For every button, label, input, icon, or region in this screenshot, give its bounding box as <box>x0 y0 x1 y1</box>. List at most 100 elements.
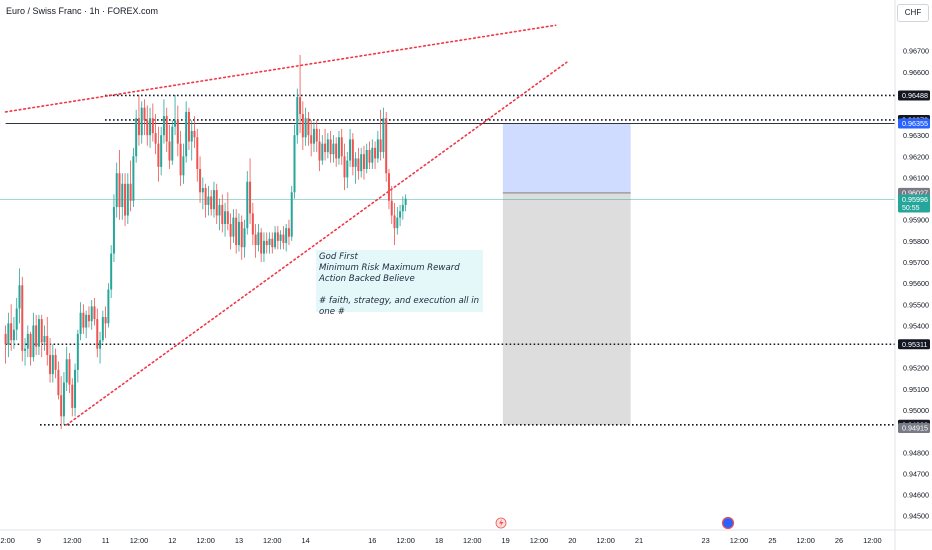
candle-body <box>162 116 165 136</box>
candle-body <box>135 118 138 157</box>
candle-body <box>360 154 363 172</box>
economic-event-icon <box>721 516 735 530</box>
note-line: Action Backed Believe <box>319 274 415 284</box>
text-note[interactable]: God First Minimum Risk Maximum Reward Ac… <box>316 250 483 317</box>
candle-body <box>235 217 238 246</box>
candle-body <box>371 147 374 163</box>
event-icons <box>495 516 735 530</box>
candle-body <box>265 240 268 246</box>
candle-body <box>385 118 388 174</box>
candle-body <box>140 107 143 136</box>
target-zone <box>502 123 631 193</box>
trendline <box>4 24 557 113</box>
candle-body <box>240 221 243 248</box>
candle-body <box>132 156 135 201</box>
candle-body <box>10 323 13 341</box>
trendlines[interactable] <box>4 24 568 426</box>
time-axis[interactable]: 12:00 9 12:00 11 12:00 12 12:00 13 12:00 14 16 12:0… <box>0 536 882 545</box>
candle-body <box>349 139 352 161</box>
position-zones[interactable] <box>0 123 895 425</box>
time-tick-label: 18 <box>435 536 443 545</box>
candle-body <box>99 340 102 349</box>
price-tick-label: 0.96300 <box>903 131 929 140</box>
candle-body <box>149 118 152 136</box>
candle-body <box>143 107 146 121</box>
lightning-icon <box>499 519 504 527</box>
time-tick-label: 26 <box>835 536 843 545</box>
candle-body <box>85 314 88 328</box>
candle-body <box>57 369 60 396</box>
price-axis[interactable]: 0.96700 0.96600 0.96300 0.96200 0.96100 0.959… <box>903 47 929 521</box>
candle-body <box>290 192 293 237</box>
symbol-title: Euro / Swiss Franc · 1h · FOREX.com <box>6 6 159 16</box>
price-label: 0.96355 <box>902 119 928 128</box>
candle-body <box>276 232 279 241</box>
candle-body <box>310 135 313 144</box>
price-tick-label: 0.95500 <box>903 300 929 309</box>
candle-body <box>26 333 29 349</box>
time-tick-label: 12:00 <box>596 536 615 545</box>
time-tick-label: 12:00 <box>863 536 882 545</box>
candle-body <box>107 289 110 324</box>
candle-body <box>160 135 163 167</box>
candle-body <box>390 200 393 216</box>
price-label-box <box>898 90 930 101</box>
candle-body <box>196 137 199 170</box>
price-tick-label: 0.96600 <box>903 68 929 77</box>
candle-body <box>35 325 38 347</box>
candle-body <box>335 143 338 159</box>
price-tick-label: 0.96700 <box>903 47 929 56</box>
candle-body <box>212 190 215 210</box>
time-tick-label: 12:00 <box>0 536 15 545</box>
candle-body <box>404 198 407 205</box>
candle-body <box>343 156 346 178</box>
candle-body <box>304 118 307 138</box>
candle-body <box>137 118 140 136</box>
candle-body <box>68 359 71 385</box>
price-tick-label: 0.94600 <box>903 491 929 500</box>
candle-body <box>87 314 90 322</box>
candle-body <box>299 97 302 115</box>
price-tick-label: 0.94800 <box>903 448 929 457</box>
time-tick-label: 23 <box>702 536 710 545</box>
candle-body <box>315 128 318 142</box>
candle-body <box>396 217 399 229</box>
candle-body <box>376 139 379 159</box>
time-tick-label: 12:00 <box>796 536 815 545</box>
candle-body <box>368 149 371 163</box>
candle-body <box>254 234 257 246</box>
candle-body <box>357 158 360 172</box>
candle-body <box>112 207 115 254</box>
candle-body <box>96 319 99 349</box>
price-tick-label: 0.95900 <box>903 216 929 225</box>
candle-body <box>321 143 324 161</box>
candle-body <box>171 126 174 161</box>
candle-body <box>354 158 357 167</box>
candle-body <box>204 188 207 205</box>
candle-body <box>118 173 121 208</box>
candle-body <box>115 173 118 208</box>
candle-body <box>260 232 263 254</box>
candle-body <box>29 333 32 358</box>
candle-body <box>110 253 113 290</box>
candle-body <box>201 188 204 193</box>
candle-body <box>82 312 85 328</box>
candle-body <box>218 204 221 216</box>
time-tick-label: 12:00 <box>463 536 482 545</box>
currency-button[interactable]: CHF <box>897 4 929 22</box>
candle-body <box>51 355 54 375</box>
price-axis-labels: 0.964880.963720.963550.960270.9599650:55… <box>898 90 930 433</box>
note-line <box>319 285 480 296</box>
time-tick-label: 11 <box>102 536 110 545</box>
time-tick-label: 13 <box>235 536 243 545</box>
candle-body <box>379 139 382 153</box>
note-line: God First <box>319 252 358 262</box>
candle-body <box>318 141 321 161</box>
candle-body <box>90 306 93 322</box>
candle-body <box>174 120 177 127</box>
price-tick-label: 0.96100 <box>903 173 929 182</box>
candle-body <box>293 135 296 193</box>
candle-body <box>257 232 260 246</box>
